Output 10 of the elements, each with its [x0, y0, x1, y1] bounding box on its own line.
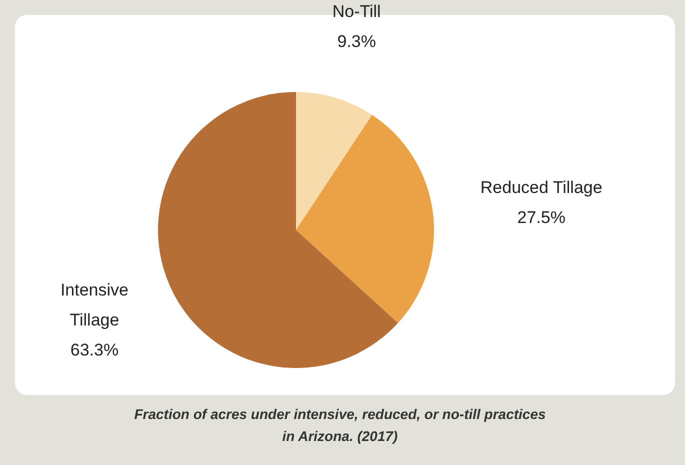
data-label: 9.3% — [337, 32, 376, 52]
slice-label: Intensive Tillage — [60, 280, 128, 330]
pie-slice — [296, 92, 372, 230]
slice-label: No-Till — [332, 2, 381, 22]
pie-slice — [158, 92, 398, 368]
data-label: 63.3% — [70, 340, 119, 360]
slice-label: Reduced Tillage — [480, 178, 602, 198]
pie-slice — [296, 114, 434, 323]
text: Fraction of acres under intensive, reduced, or no-till practices in Arizona. (2017) — [133, 405, 547, 446]
data-label: 27.5% — [517, 208, 566, 228]
